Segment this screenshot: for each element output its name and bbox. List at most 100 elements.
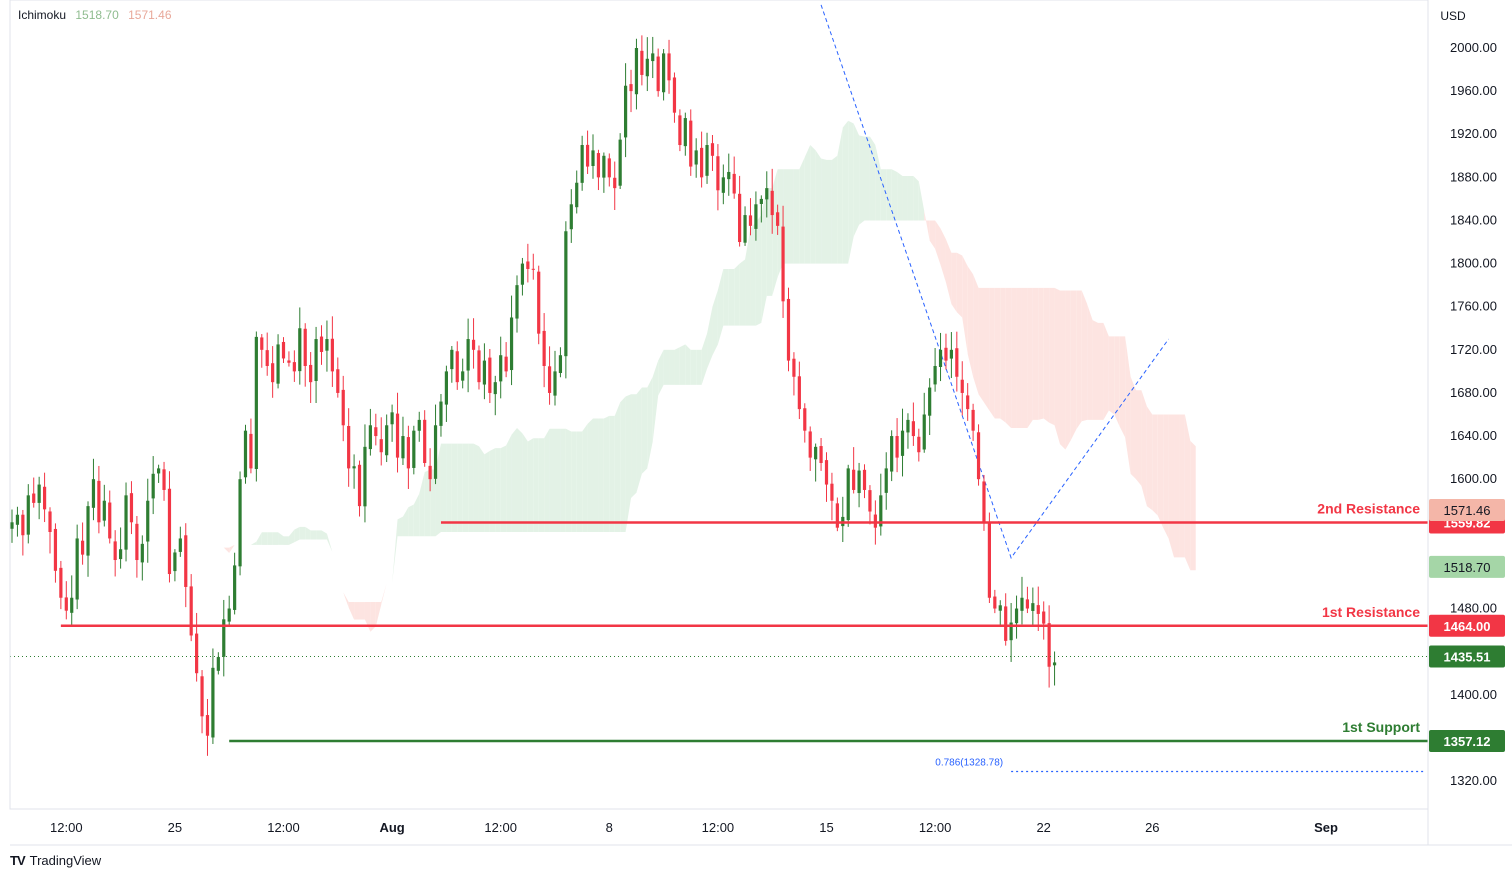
candle-body: [379, 439, 383, 453]
cloud-segment: [707, 306, 713, 369]
candle: [748, 198, 753, 236]
candle: [759, 195, 763, 223]
candle: [113, 530, 117, 577]
cloud-segment: [457, 443, 463, 532]
x-tick-label: Sep: [1314, 820, 1338, 835]
cloud-segment: [392, 519, 398, 584]
candle-body: [781, 226, 785, 302]
candle-body: [759, 198, 763, 204]
candle-body: [808, 431, 812, 458]
y-tick-label: 1320.00: [1450, 773, 1497, 788]
candle: [1020, 576, 1024, 625]
cloud-segment: [679, 344, 686, 385]
candle-body: [623, 85, 628, 138]
candle-body: [493, 382, 497, 395]
candle-body: [993, 596, 997, 609]
candle: [200, 670, 204, 734]
candle: [395, 392, 400, 473]
candle: [678, 109, 682, 152]
candle: [314, 326, 318, 404]
candle-body: [314, 339, 318, 382]
cloud-segment: [500, 445, 507, 532]
cloud-segment: [364, 602, 371, 632]
candle-body: [976, 432, 981, 480]
candle-body: [814, 446, 818, 460]
candle: [385, 414, 389, 463]
candle: [162, 461, 166, 501]
cloud-segment: [267, 532, 273, 545]
cloud-segment: [973, 274, 979, 395]
tradingview-logo[interactable]: TV TradingView: [10, 853, 101, 868]
plot-frame: [9, 0, 1429, 810]
candle-body: [689, 120, 693, 167]
y-tick-label: 1600.00: [1450, 471, 1497, 486]
cloud-segment: [1130, 376, 1137, 480]
candle-body: [1004, 606, 1008, 641]
candle-body: [537, 271, 541, 334]
candle-body: [884, 468, 888, 493]
cloud-segment: [158, 518, 165, 525]
cloud-segment: [1141, 390, 1147, 507]
cloud-segment: [831, 155, 838, 264]
indicator-legend[interactable]: Ichimoku 1518.70 1571.46: [18, 8, 178, 22]
candle-body: [928, 387, 932, 416]
cloud-segment: [701, 333, 708, 385]
candle: [48, 507, 52, 554]
candle: [146, 478, 150, 563]
candle: [428, 448, 432, 492]
cloud-segment: [1108, 336, 1115, 415]
candle: [721, 164, 725, 205]
candle-body: [216, 657, 220, 671]
candle-body: [1036, 605, 1040, 614]
candle: [303, 323, 307, 387]
cloud-segment: [321, 530, 327, 540]
candle: [271, 346, 275, 398]
candle-body: [461, 371, 465, 381]
cloud-segment: [1027, 287, 1033, 428]
candle-body: [596, 153, 601, 178]
candle: [216, 652, 220, 675]
cloud-segment: [229, 544, 235, 554]
candle-body: [998, 605, 1002, 611]
candle: [493, 375, 497, 416]
candle: [390, 404, 394, 442]
candle: [743, 206, 747, 246]
candle-body: [347, 425, 351, 469]
candle: [971, 403, 975, 441]
level-price-tag-text: 1357.12: [1444, 734, 1491, 749]
candle-body: [412, 430, 416, 468]
candle-body: [645, 58, 649, 77]
cloud-segment: [636, 387, 642, 493]
candle-body: [200, 676, 204, 717]
candle-body: [526, 261, 530, 269]
candle: [906, 413, 910, 449]
candle: [672, 72, 677, 123]
candle-body: [330, 338, 334, 372]
x-tick-label: 25: [168, 820, 182, 835]
candle-body: [59, 567, 63, 598]
cloud-segment: [625, 394, 632, 532]
candle: [281, 337, 286, 364]
cloud-segment: [1174, 414, 1180, 558]
cloud-segment: [669, 349, 675, 385]
price-tag: [1429, 498, 1505, 521]
candle: [998, 600, 1002, 626]
candle-body: [542, 330, 546, 366]
cloud-segment: [1146, 406, 1153, 511]
cloud-segment: [191, 509, 197, 528]
candle: [553, 350, 557, 406]
cloud-segment: [555, 428, 561, 532]
x-tick-label: 12:00: [267, 820, 300, 835]
candle: [140, 535, 144, 581]
cloud-segment: [690, 349, 697, 385]
candle: [890, 430, 894, 482]
candle: [922, 392, 926, 453]
candle: [488, 349, 492, 404]
candle: [596, 149, 601, 191]
cloud-segment: [848, 120, 854, 264]
candle-body: [48, 511, 52, 532]
candle: [211, 648, 215, 744]
candle: [1052, 651, 1057, 686]
